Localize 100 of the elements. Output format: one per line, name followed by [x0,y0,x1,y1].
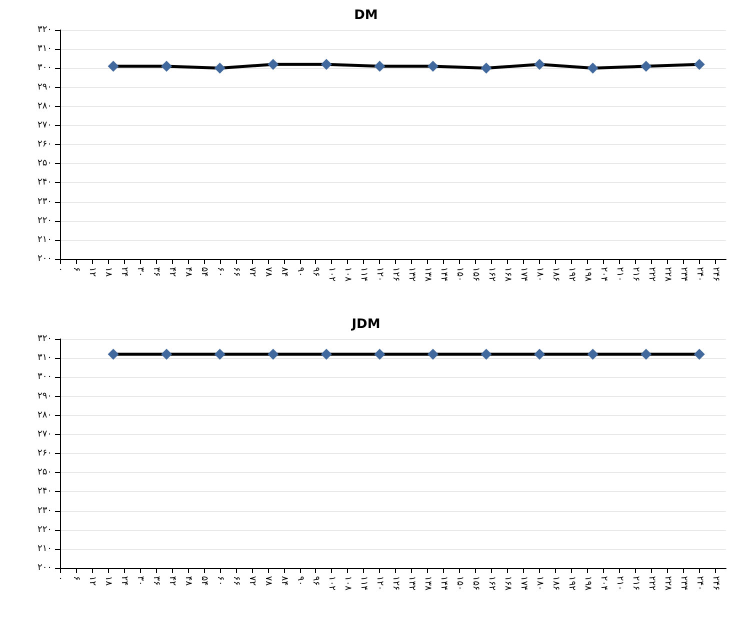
x-tick-label: ۱۲ [86,576,97,586]
x-tick-label: ۱۲۰ [374,267,385,282]
x-tick-label: ۲۱۰ [614,267,624,282]
x-tick-label: ۶۶ [230,576,241,586]
x-tick-label: ۲۱۰ [614,576,624,591]
x-tick-label: ۲۴۰ [694,576,704,591]
x-tick-label: ۳۶ [150,576,161,586]
x-tick-label: ۱۰۲ [326,576,337,591]
y-tick-label: ۲۴۰ [37,486,52,497]
x-tick-label: ۲۲۸ [662,267,672,282]
x-tick-label: ۸۴ [278,576,289,586]
y-tick-label: ۲۲۰ [37,216,52,226]
y-tick-label: ۲۷۰ [37,429,52,440]
x-tick-label: ۲۰۴ [598,267,608,282]
y-tick-label: ۲۷۰ [37,120,52,130]
x-tick-label: ۱۰۸ [342,576,353,591]
x-tick-label: ۹۶ [310,576,321,586]
x-tick-label: ۱۲۶ [390,267,401,282]
x-tick-label: ۱۸۶ [550,267,561,282]
x-tick-label: ۲۱۶ [630,576,640,591]
x-tick-label: ۱۶۸ [502,267,513,282]
x-tick-label: ۱۹۲ [566,267,576,282]
x-tick-label: ۱۷۴ [518,267,529,282]
x-tick-label: ۲۲۸ [662,576,672,591]
x-tick-label: ۶۰ [214,576,225,586]
x-tick-label: ۲۲۲ [646,267,656,282]
x-tick-label: ۱۳۲ [406,576,417,591]
x-tick-label: ۴۸ [182,576,193,586]
y-tick-label: ۲۹۰ [37,391,52,402]
x-tick-label: ۱۳۲ [406,267,417,282]
x-tick-label: ۱۹۲ [566,576,576,591]
y-tick-label: ۳۲۰ [37,334,52,344]
x-tick-label: ۲۴ [118,576,129,586]
x-tick-label: ۱۵۰ [454,576,465,591]
x-tick-label: ۲۴۶ [710,576,720,591]
x-tick-label: ۵۴ [198,576,209,586]
x-tick-label: ۳۰ [134,576,145,586]
x-tick-label: ۱۴۴ [438,576,449,591]
x-tick-label: ۱۵۶ [470,267,481,282]
chart-title: DM [354,8,378,23]
y-tick-label: ۲۶۰ [37,140,52,150]
x-tick-label: ۷۲ [246,267,257,277]
x-tick-label: ۱۰۲ [326,267,337,282]
x-tick-label: ۱۲ [86,267,97,277]
x-tick-label: ۱۳۸ [422,267,433,282]
x-tick-label: ۱۳۸ [422,576,433,591]
x-tick-label: ۱۶۲ [486,267,497,282]
x-tick-label: ۱۰۸ [342,267,353,282]
y-tick-label: ۲۲۰ [37,524,52,535]
x-tick-label: ۳۰ [134,267,145,277]
x-tick-label: ۱۱۴ [358,576,369,591]
x-tick-label: ۲۴ [118,267,129,277]
x-tick-label: ۷۲ [246,576,257,586]
y-tick-label: ۲۸۰ [37,101,52,112]
x-tick-label: ۲۳۴ [678,576,688,591]
x-tick-label: ۶۶ [230,267,241,277]
y-tick-label: ۲۸۰ [37,410,52,420]
x-tick-label: ۷۸ [262,267,273,277]
x-tick-label: ۱۴۴ [438,267,449,282]
x-tick-label: ۰ [55,576,65,581]
x-tick-label: ۴۲ [166,267,177,277]
x-tick-label: ۱۱۴ [358,267,369,282]
x-tick-label: ۲۱۶ [630,267,640,282]
x-tick-label: ۱۸۶ [550,576,561,591]
x-tick-label: ۲۳۴ [678,267,688,282]
x-tick-label: ۹۰ [294,576,305,586]
chart-title: JDM [350,317,380,332]
x-tick-label: ۴۲ [166,576,177,586]
x-tick-label: ۱۶۸ [502,576,513,591]
x-tick-label: ۱۸۰ [534,267,545,282]
x-tick-label: ۲۲۲ [646,576,656,591]
y-tick-label: ۳۰۰ [37,372,52,382]
x-tick-label: ۰ [55,267,65,272]
y-tick-label: ۳۰۰ [37,63,52,74]
y-tick-label: ۲۶۰ [37,448,52,458]
x-tick-label: ۵۴ [198,267,209,277]
x-tick-label: ۹۶ [310,267,321,277]
x-tick-label: ۱۸ [102,576,113,586]
x-tick-label: ۱۲۶ [390,576,401,591]
y-tick-label: ۲۵۰ [37,158,52,169]
y-tick-label: ۲۳۰ [37,196,52,207]
y-tick-label: ۳۲۰ [37,25,52,35]
x-tick-label: ۲۴۰ [694,267,704,282]
x-tick-label: ۱۵۰ [454,267,465,282]
y-tick-label: ۲۳۰ [37,506,52,516]
x-tick-label: ۱۶۲ [486,576,497,591]
y-tick-label: ۲۱۰ [37,234,52,245]
x-tick-label: ۱۷۴ [518,576,529,591]
x-tick-label: ۱۲۰ [374,576,385,591]
x-tick-label: ۲۴۶ [710,267,720,282]
y-tick-label: ۲۰۰ [37,254,52,264]
x-tick-label: ۶۰ [214,267,225,277]
y-tick-label: ۳۱۰ [37,353,52,364]
x-tick-label: ۶ [70,576,81,581]
y-tick-label: ۲۴۰ [37,178,52,188]
x-tick-label: ۳۶ [150,267,161,277]
y-tick-label: ۲۰۰ [37,563,52,573]
x-tick-label: ۲۰۴ [598,576,608,591]
y-tick-label: ۳۱۰ [37,44,52,54]
y-tick-label: ۲۹۰ [37,82,52,92]
